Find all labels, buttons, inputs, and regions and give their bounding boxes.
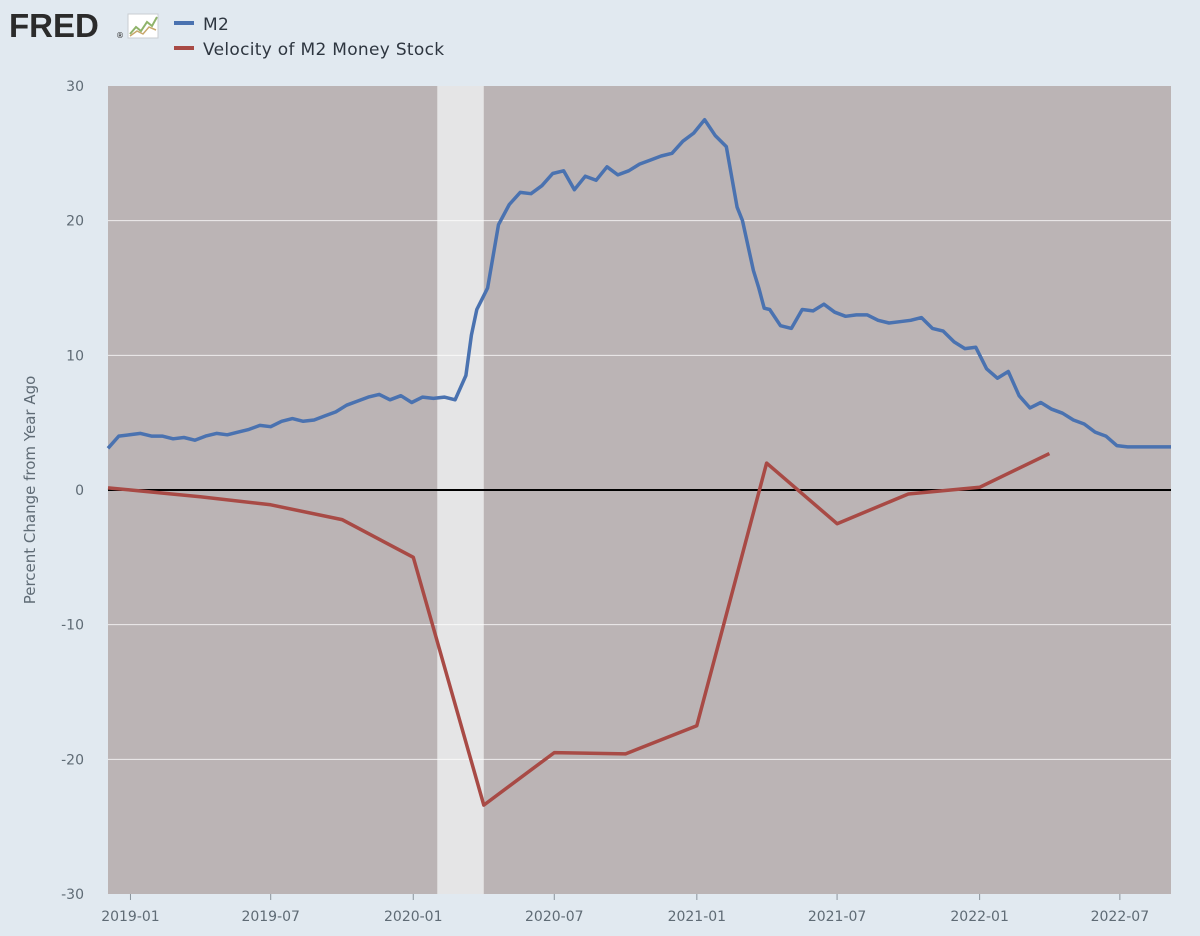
x-tick-label: 2022-07 bbox=[1091, 909, 1150, 925]
y-tick-label: 30 bbox=[66, 79, 84, 95]
x-tick-label: 2022-01 bbox=[950, 909, 1009, 925]
y-axis-label: Percent Change from Year Ago bbox=[21, 376, 39, 605]
x-tick-label: 2021-07 bbox=[808, 909, 867, 925]
x-tick-label: 2020-07 bbox=[525, 909, 584, 925]
series-lines bbox=[106, 117, 1171, 807]
y-axis-ticks: 30 20 10 0 -10 -20 -30 bbox=[61, 79, 84, 903]
x-tick-label: 2019-01 bbox=[101, 909, 160, 925]
x-axis-ticks: 2019-01 2019-07 2020-01 2020-07 2021-01 2021-… bbox=[101, 894, 1149, 925]
fred-logo-text: FRED bbox=[9, 7, 99, 44]
y-tick-label: -20 bbox=[61, 752, 84, 768]
y-tick-label: 20 bbox=[66, 214, 84, 230]
y-tick-label: 10 bbox=[66, 348, 84, 364]
y-tick-label: 0 bbox=[75, 483, 84, 499]
x-tick-label: 2021-01 bbox=[668, 909, 727, 925]
legend: M2 Velocity of M2 Money Stock bbox=[174, 15, 444, 60]
fred-logo: FRED ® bbox=[9, 7, 159, 44]
registered-mark: ® bbox=[116, 31, 124, 40]
legend-label-m2: M2 bbox=[203, 15, 229, 35]
line-chart-icon bbox=[127, 13, 159, 39]
series-line-velocity bbox=[107, 452, 1051, 807]
series-line-m2 bbox=[106, 117, 1171, 450]
y-tick-label: -30 bbox=[61, 887, 84, 903]
legend-label-velocity: Velocity of M2 Money Stock bbox=[203, 40, 444, 60]
y-tick-label: -10 bbox=[61, 618, 84, 634]
x-tick-label: 2020-01 bbox=[384, 909, 443, 925]
x-tick-label: 2019-07 bbox=[241, 909, 300, 925]
gridlines bbox=[108, 220, 1171, 760]
